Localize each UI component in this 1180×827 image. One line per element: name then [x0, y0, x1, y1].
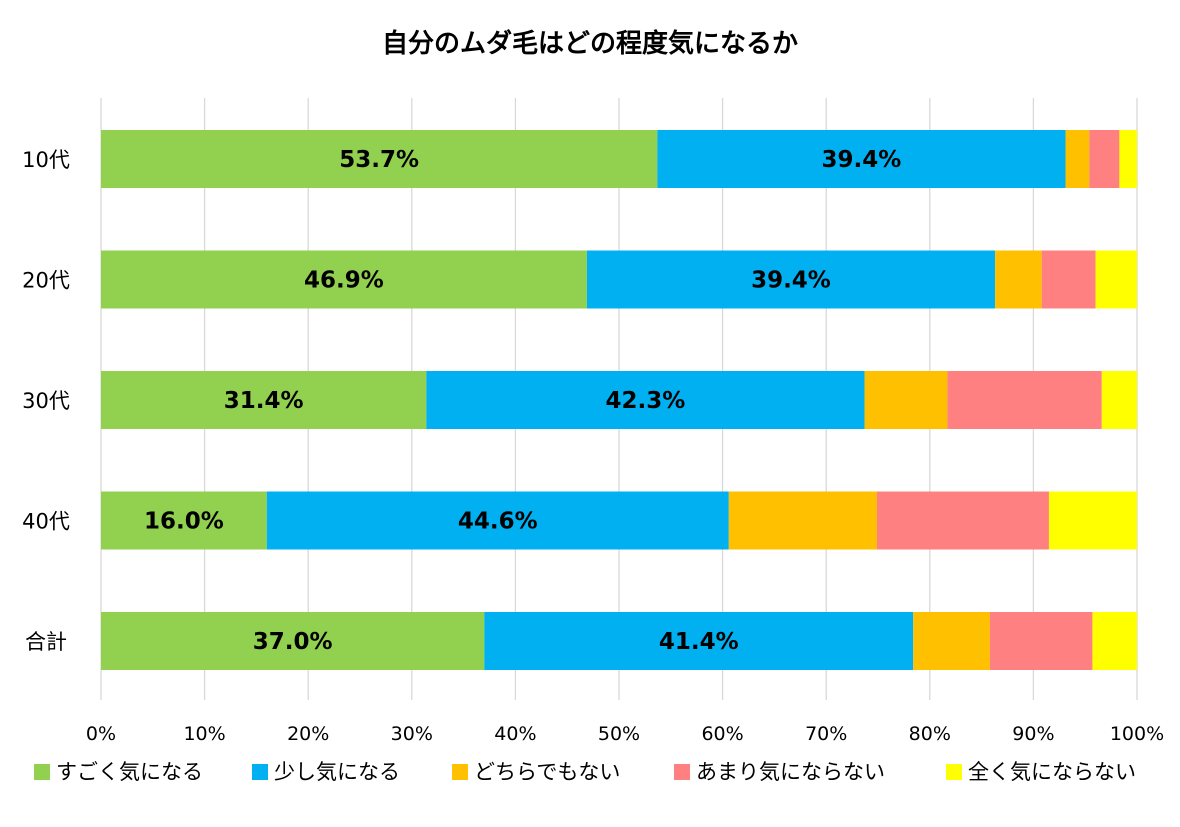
bar-segment — [1089, 130, 1120, 188]
bar-segment — [101, 612, 485, 670]
category-label: 10代 — [22, 148, 70, 172]
bar-segment — [913, 612, 990, 670]
bar-segment — [101, 130, 658, 188]
bar-segment — [1041, 250, 1096, 309]
bar-segment — [1065, 130, 1090, 188]
bar-segment — [1095, 250, 1137, 309]
x-tick-label: 80% — [909, 723, 951, 745]
value-axis: 0% 10% 20% 30% 40% 50% 60% 70% 80% 90% 100% — [86, 723, 1164, 745]
legend-swatch — [674, 764, 690, 780]
data-label: 39.4% — [822, 147, 902, 173]
bar-segment — [101, 250, 587, 309]
data-labels: 53.7% 39.4% 46.9% 39.4% 31.4% 42.3% 16.0% 44.6%… — [144, 147, 901, 655]
data-label: 42.3% — [606, 388, 686, 414]
legend: すごく気になる 少し気になる どちらでもない あまり気にならない 全く気にならない — [34, 760, 1136, 784]
category-label: 40代 — [22, 510, 70, 534]
bar-segment — [101, 491, 267, 550]
bar-segment — [947, 371, 1102, 429]
legend-label: すごく気になる — [56, 760, 203, 784]
legend-label: 少し気になる — [274, 760, 400, 784]
chart-title: 自分のムダ毛はどの程度気になるか — [382, 28, 798, 59]
x-tick-label: 50% — [598, 723, 640, 745]
legend-swatch — [34, 764, 50, 780]
x-tick-label: 0% — [86, 723, 116, 745]
data-label: 53.7% — [339, 147, 419, 173]
bar-segment — [1119, 130, 1137, 188]
category-label: 30代 — [22, 389, 70, 413]
category-label: 20代 — [22, 269, 70, 293]
bar-segment — [1092, 612, 1137, 670]
bar-segment — [995, 250, 1042, 309]
x-tick-label: 60% — [701, 723, 743, 745]
legend-swatch — [452, 764, 468, 780]
legend-label: どちらでもない — [474, 760, 620, 784]
bar-segment — [266, 491, 729, 550]
bar-segment — [728, 491, 877, 550]
legend-label: 全く気にならない — [968, 760, 1136, 784]
bar-segment — [1101, 371, 1137, 429]
x-tick-label: 30% — [391, 723, 433, 745]
legend-label: あまり気にならない — [696, 760, 885, 784]
bar-segment — [876, 491, 1049, 550]
x-tick-label: 40% — [494, 723, 536, 745]
x-tick-label: 10% — [183, 723, 225, 745]
bar-segment — [484, 612, 914, 670]
bar-segment — [586, 250, 996, 309]
legend-swatch — [252, 764, 268, 780]
x-tick-label: 90% — [1012, 723, 1054, 745]
data-label: 39.4% — [751, 268, 831, 294]
x-tick-label: 100% — [1110, 723, 1164, 745]
x-tick-label: 20% — [287, 723, 329, 745]
bar-segment — [426, 371, 865, 429]
data-label: 31.4% — [224, 388, 304, 414]
data-label: 16.0% — [144, 509, 224, 535]
bar-segment — [1048, 491, 1137, 550]
bar-segment — [101, 371, 427, 429]
x-tick-label: 70% — [805, 723, 847, 745]
bars — [101, 130, 1137, 670]
data-label: 44.6% — [458, 509, 538, 535]
legend-swatch — [946, 764, 962, 780]
bar-segment — [657, 130, 1066, 188]
bar-segment — [989, 612, 1093, 670]
category-label: 合計 — [25, 630, 67, 654]
data-label: 37.0% — [253, 629, 333, 655]
data-label: 46.9% — [304, 268, 384, 294]
bar-segment — [864, 371, 948, 429]
data-label: 41.4% — [659, 629, 739, 655]
